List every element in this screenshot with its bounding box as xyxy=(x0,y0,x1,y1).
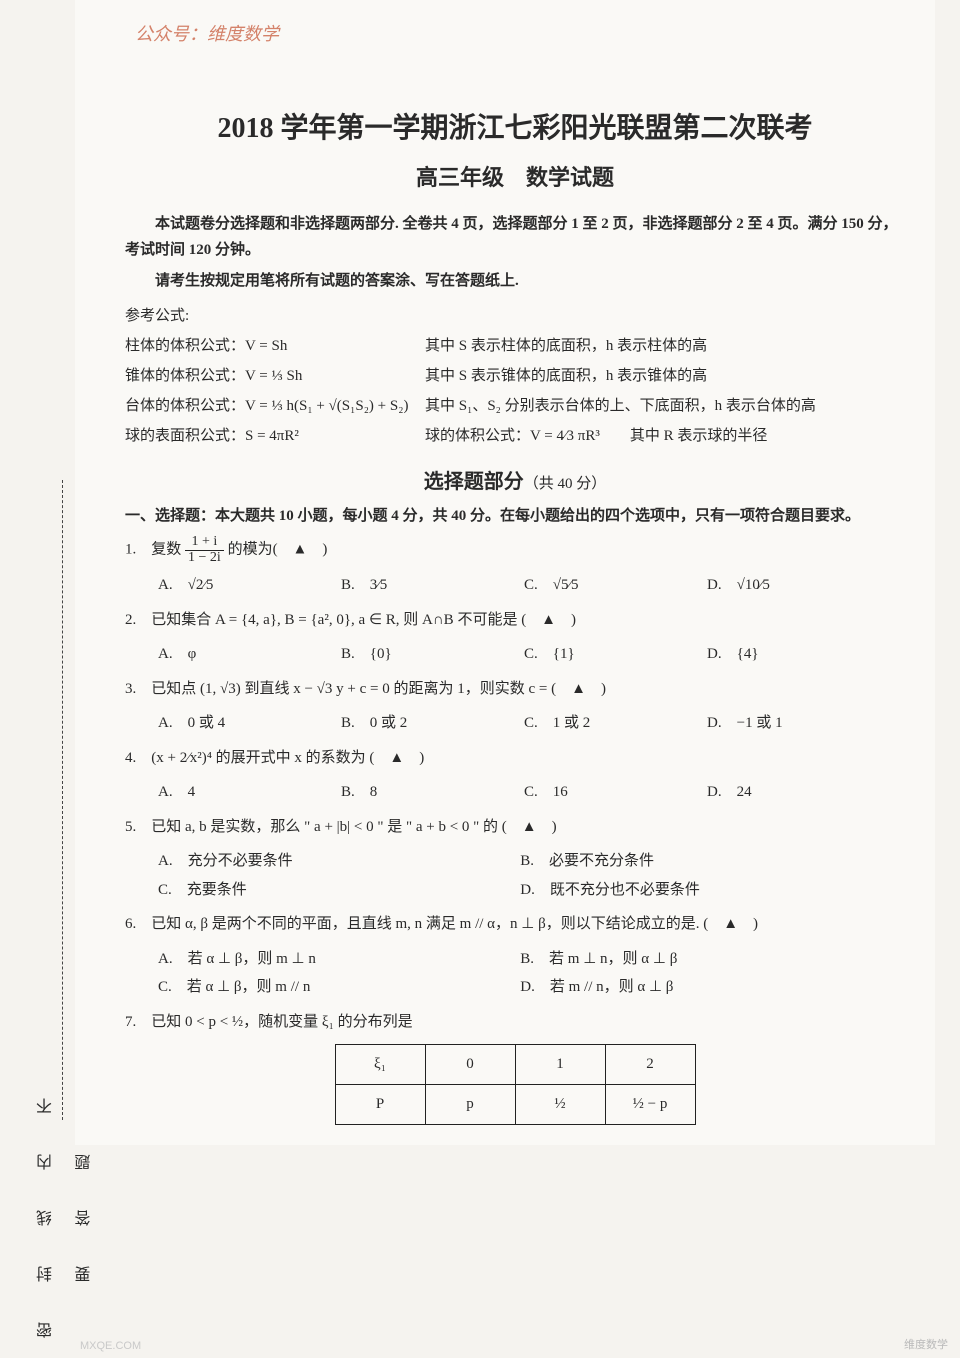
q2-opt-d: D. {4} xyxy=(707,640,886,669)
question-2: 2. 已知集合 A = {4, a}, B = {a², 0}, a ∈ R, … xyxy=(125,606,905,635)
formula-right: 球的体积公式：V = 4⁄3 πR³ 其中 R 表示球的半径 xyxy=(425,421,905,451)
binding-margin-text: 密 封 线 内 不 要 答 题 xyxy=(28,1060,50,1358)
q4-options: A. 4 B. 8 C. 16 D. 24 xyxy=(125,778,905,807)
q2-opt-b: B. {0} xyxy=(341,640,520,669)
q6-opt-a: A. 若 α ⊥ β，则 m ⊥ n xyxy=(158,945,517,974)
section-sub: （共 40 分） xyxy=(524,476,607,492)
question-6: 6. 已知 α, β 是两个不同的平面，且直线 m, n 满足 m // α，n… xyxy=(125,910,905,939)
q6-opt-d: D. 若 m // n，则 α ⊥ β xyxy=(520,973,879,1002)
q7-distribution-table: ξ₁ 0 1 2 P p ½ ½ − p xyxy=(335,1044,696,1125)
intro-line-2: 请考生按规定用笔将所有试题的答案涂、写在答题纸上. xyxy=(125,269,905,295)
exam-subtitle: 高三年级 数学试题 xyxy=(125,160,905,192)
table-row: P p ½ ½ − p xyxy=(335,1085,695,1125)
formula-row: 锥体的体积公式：V = ⅓ Sh 其中 S 表示锥体的底面积，h 表示锥体的高 xyxy=(125,361,905,391)
cell-p: P xyxy=(335,1085,425,1125)
q2-opt-c: C. {1} xyxy=(524,640,703,669)
cell-xi: ξ₁ xyxy=(335,1045,425,1085)
cell-val: 0 xyxy=(425,1045,515,1085)
question-7: 7. 已知 0 < p < ½，随机变量 ξ₁ 的分布列是 xyxy=(125,1008,905,1037)
q5-options: A. 充分不必要条件 B. 必要不充分条件 C. 充要条件 D. 既不充分也不必… xyxy=(125,847,905,904)
q5-opt-d: D. 既不充分也不必要条件 xyxy=(520,876,879,905)
question-4: 4. (x + 2⁄x²)⁴ 的展开式中 x 的系数为 ( ▲ ) xyxy=(125,744,905,773)
q6-opt-b: B. 若 m ⊥ n，则 α ⊥ β xyxy=(520,945,879,974)
q4-opt-b: B. 8 xyxy=(341,778,520,807)
formula-left: 锥体的体积公式：V = ⅓ Sh xyxy=(125,361,425,391)
q1-opt-a: A. √2⁄5 xyxy=(158,571,337,600)
q2-opt-a: A. φ xyxy=(158,640,337,669)
question-3: 3. 已知点 (1, √3) 到直线 x − √3 y + c = 0 的距离为… xyxy=(125,675,905,704)
section-desc: 一、选择题：本大题共 10 小题，每小题 4 分，共 40 分。在每小题给出的四… xyxy=(125,504,905,530)
binding-margin-line xyxy=(62,480,63,1120)
q1-opt-c: C. √5⁄5 xyxy=(524,571,703,600)
q6-opt-c: C. 若 α ⊥ β，则 m // n xyxy=(158,973,517,1002)
section-title: 选择题部分（共 40 分） xyxy=(125,465,905,494)
question-5: 5. 已知 a, b 是实数，那么 " a + |b| < 0 " 是 " a … xyxy=(125,813,905,842)
reference-formulae: 参考公式: 柱体的体积公式：V = Sh 其中 S 表示柱体的底面积，h 表示柱… xyxy=(125,301,905,451)
cell-val: 2 xyxy=(605,1045,695,1085)
q5-opt-b: B. 必要不充分条件 xyxy=(520,847,879,876)
q6-options: A. 若 α ⊥ β，则 m ⊥ n B. 若 m ⊥ n，则 α ⊥ β C.… xyxy=(125,945,905,1002)
q2-options: A. φ B. {0} C. {1} D. {4} xyxy=(125,640,905,669)
q3-opt-b: B. 0 或 2 xyxy=(341,709,520,738)
formula-left: 柱体的体积公式：V = Sh xyxy=(125,331,425,361)
q1-opt-d: D. √10⁄5 xyxy=(707,571,886,600)
q3-opt-c: C. 1 或 2 xyxy=(524,709,703,738)
table-row: ξ₁ 0 1 2 xyxy=(335,1045,695,1085)
formula-left: 台体的体积公式：V = ⅓ h(S₁ + √(S₁S₂) + S₂) xyxy=(125,391,425,421)
exam-title: 2018 学年第一学期浙江七彩阳光联盟第二次联考 xyxy=(125,106,905,146)
q1-stem-post: 的模为( ▲ ) xyxy=(228,542,328,558)
q5-opt-a: A. 充分不必要条件 xyxy=(158,847,517,876)
page-content: 公众号：维度数学 2018 学年第一学期浙江七彩阳光联盟第二次联考 高三年级 数… xyxy=(75,0,935,1145)
formula-row: 球的表面积公式：S = 4πR² 球的体积公式：V = 4⁄3 πR³ 其中 R… xyxy=(125,421,905,451)
cell-val: p xyxy=(425,1085,515,1125)
q1-opt-b: B. 3⁄5 xyxy=(341,571,520,600)
q3-opt-d: D. −1 或 1 xyxy=(707,709,886,738)
formula-right: 其中 S₁、S₂ 分别表示台体的上、下底面积，h 表示台体的高 xyxy=(425,391,905,421)
q1-stem-pre: 1. 复数 xyxy=(125,542,185,558)
formula-left: 球的表面积公式：S = 4πR² xyxy=(125,421,425,451)
cell-val: ½ − p xyxy=(605,1085,695,1125)
watermark-bottom-left: MXQE.COM xyxy=(80,1340,141,1352)
intro-line-1: 本试题卷分选择题和非选择题两部分. 全卷共 4 页，选择题部分 1 至 2 页，… xyxy=(125,212,905,263)
question-1: 1. 复数 1 + i 1 − 2i 的模为( ▲ ) xyxy=(125,535,905,565)
q1-fraction: 1 + i 1 − 2i xyxy=(185,535,224,565)
formula-row: 台体的体积公式：V = ⅓ h(S₁ + √(S₁S₂) + S₂) 其中 S₁… xyxy=(125,391,905,421)
q5-opt-c: C. 充要条件 xyxy=(158,876,517,905)
formula-row: 柱体的体积公式：V = Sh 其中 S 表示柱体的底面积，h 表示柱体的高 xyxy=(125,331,905,361)
cell-val: ½ xyxy=(515,1085,605,1125)
q4-opt-c: C. 16 xyxy=(524,778,703,807)
q4-opt-a: A. 4 xyxy=(158,778,337,807)
cell-val: 1 xyxy=(515,1045,605,1085)
q1-options: A. √2⁄5 B. 3⁄5 C. √5⁄5 D. √10⁄5 xyxy=(125,571,905,600)
formula-heading: 参考公式: xyxy=(125,301,905,331)
watermark-top: 公众号：维度数学 xyxy=(125,20,905,46)
formula-right: 其中 S 表示柱体的底面积，h 表示柱体的高 xyxy=(425,331,905,361)
watermark-bottom-right: 维度数学 xyxy=(904,1336,948,1352)
formula-right: 其中 S 表示锥体的底面积，h 表示锥体的高 xyxy=(425,361,905,391)
q3-opt-a: A. 0 或 4 xyxy=(158,709,337,738)
q3-options: A. 0 或 4 B. 0 或 2 C. 1 或 2 D. −1 或 1 xyxy=(125,709,905,738)
q4-opt-d: D. 24 xyxy=(707,778,886,807)
